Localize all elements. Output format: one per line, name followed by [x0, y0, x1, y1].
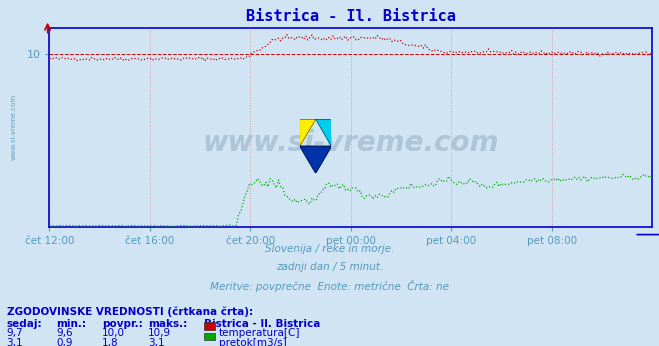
Text: sedaj:: sedaj: [7, 319, 42, 329]
Polygon shape [300, 146, 331, 173]
Text: min.:: min.: [56, 319, 86, 329]
Polygon shape [300, 119, 316, 146]
Text: maks.:: maks.: [148, 319, 188, 329]
Text: Meritve: povprečne  Enote: metrične  Črta: ne: Meritve: povprečne Enote: metrične Črta:… [210, 280, 449, 292]
Text: 3,1: 3,1 [7, 338, 23, 346]
Text: Slovenija / reke in morje.: Slovenija / reke in morje. [265, 244, 394, 254]
Text: 9,7: 9,7 [7, 328, 23, 338]
Text: 0,9: 0,9 [56, 338, 72, 346]
Text: 10,9: 10,9 [148, 328, 171, 338]
Text: www.si-vreme.com: www.si-vreme.com [11, 94, 16, 160]
Text: zadnji dan / 5 minut.: zadnji dan / 5 minut. [276, 262, 383, 272]
Text: ZGODOVINSKE VREDNOSTI (črtkana črta):: ZGODOVINSKE VREDNOSTI (črtkana črta): [7, 306, 252, 317]
Polygon shape [316, 119, 331, 146]
Text: temperatura[C]: temperatura[C] [219, 328, 301, 338]
Text: povpr.:: povpr.: [102, 319, 143, 329]
Title: Bistrica - Il. Bistrica: Bistrica - Il. Bistrica [246, 9, 456, 24]
Text: www.si-vreme.com: www.si-vreme.com [203, 129, 499, 157]
Text: 9,6: 9,6 [56, 328, 72, 338]
Text: 10,0: 10,0 [102, 328, 125, 338]
Text: 1,8: 1,8 [102, 338, 119, 346]
Text: 3,1: 3,1 [148, 338, 165, 346]
Text: pretok[m3/s]: pretok[m3/s] [219, 338, 287, 346]
Text: Bistrica - Il. Bistrica: Bistrica - Il. Bistrica [204, 319, 321, 329]
